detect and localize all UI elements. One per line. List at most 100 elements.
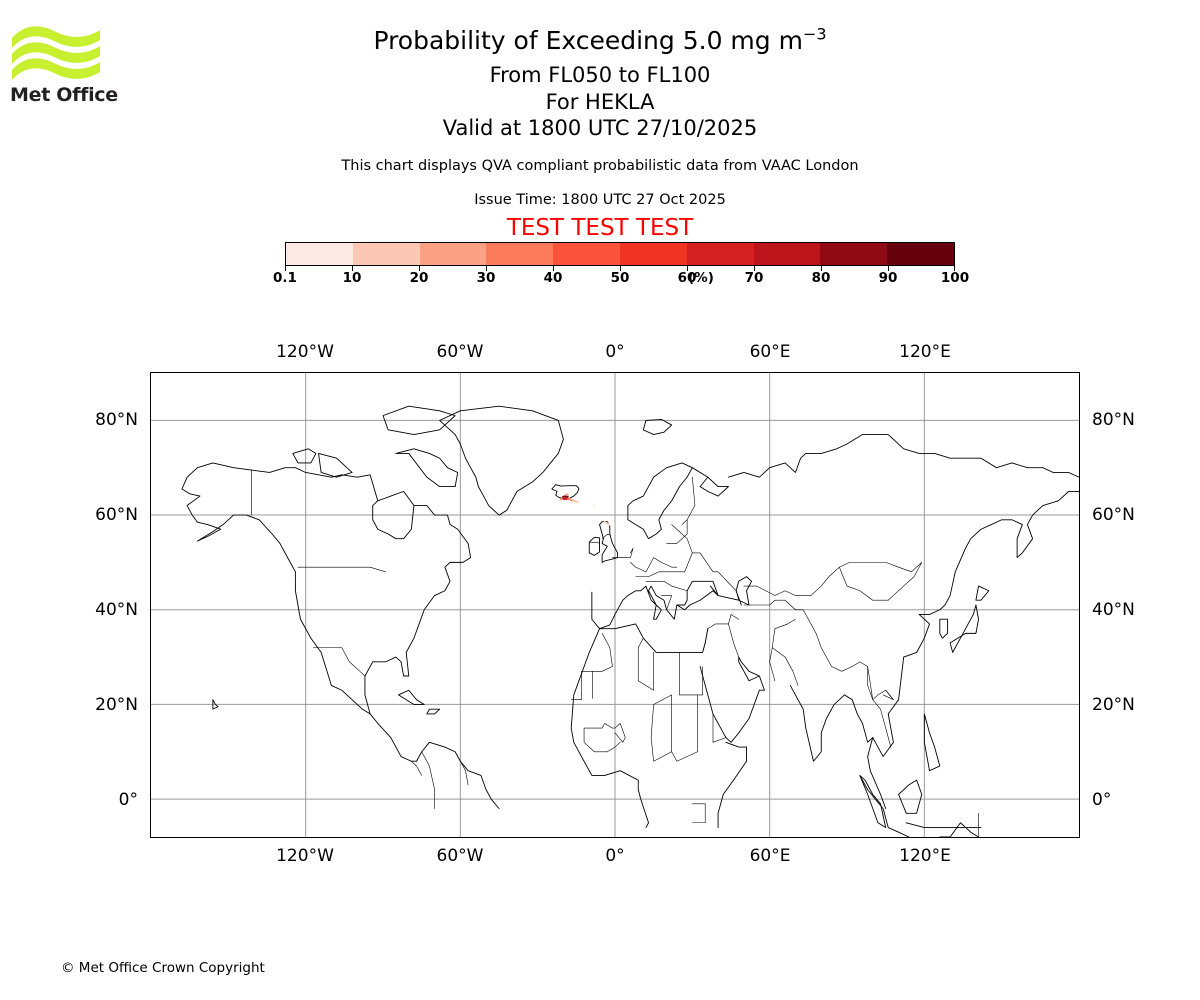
colorbar-tick	[821, 266, 822, 271]
coastline-path	[650, 694, 672, 762]
coastline-path	[839, 562, 923, 601]
plume-cell	[559, 498, 562, 501]
map-lat-label-left: 20°N	[95, 694, 138, 715]
coastline-path	[939, 618, 949, 639]
colorbar-tick-labels: 0.1 10 20 30 40 50 60 70 80 90 100	[273, 270, 969, 288]
coastline-path	[411, 760, 423, 776]
met-office-wordmark: Met Office	[10, 84, 118, 106]
map-lat-label-left: 60°N	[95, 504, 138, 525]
map-lon-label-top: 0°	[605, 342, 625, 362]
coastline-path	[728, 434, 1079, 478]
map-lat-label-left: 40°N	[95, 599, 138, 620]
plume-cell	[565, 493, 567, 496]
coastline-path	[743, 566, 840, 596]
colorbar-tick-label: 70	[744, 270, 764, 286]
page-title: Probability of Exceeding 5.0 mg m−3	[0, 26, 1200, 56]
coastline-path	[692, 803, 706, 824]
coastline-path	[867, 490, 1079, 810]
colorbar-tick	[285, 266, 286, 271]
plume-cell	[569, 498, 572, 501]
map-lat-label-right: 40°N	[1092, 599, 1135, 620]
coastline-path	[867, 666, 892, 748]
coastline-path	[691, 467, 729, 497]
map-gridlines	[151, 373, 1079, 837]
coastline-path	[679, 652, 703, 696]
colorbar-swatch	[820, 243, 888, 265]
plume-cell	[575, 500, 578, 503]
map-lat-label-left: 80°N	[95, 409, 138, 430]
coastline-path	[882, 689, 894, 700]
map-lon-label-bottom: 0°	[605, 846, 625, 866]
colorbar-tick	[888, 266, 889, 271]
coastline-path	[426, 708, 441, 715]
colorbar-ticks	[285, 266, 955, 272]
title-main-exponent: −3	[802, 24, 827, 44]
coastline-path	[395, 448, 459, 488]
map-lat-label-right: 20°N	[1092, 694, 1135, 715]
map-lat-label-right: 0°	[1092, 789, 1112, 810]
plume-cell	[609, 524, 612, 527]
plume-cell	[593, 504, 596, 507]
colorbar-tick-label: 50	[610, 270, 630, 286]
coastline-path	[712, 713, 727, 743]
map-lon-label-top: 120°W	[276, 342, 334, 362]
coastline-path	[460, 760, 469, 786]
colorbar-unit-label: (%)	[688, 270, 714, 286]
plume-cell	[577, 501, 580, 504]
coastline-path	[570, 628, 649, 828]
colorbar-tick-label: 10	[342, 270, 362, 286]
colorbar-tick	[687, 266, 688, 271]
plume-cell	[566, 495, 569, 499]
map-lon-label-top: 120°E	[899, 342, 951, 362]
coastline-path	[704, 623, 729, 644]
plume-cell	[563, 495, 566, 498]
colorbar-swatch	[419, 243, 487, 265]
map-lat-label-right: 60°N	[1092, 504, 1135, 525]
colorbar-tick	[954, 266, 955, 271]
map-plot-area[interactable]	[150, 372, 1080, 838]
coastline-path	[181, 488, 417, 762]
test-banner: TEST TEST TEST	[506, 215, 694, 241]
coastline-path	[728, 614, 740, 658]
coastline-path	[627, 462, 693, 540]
map-coastlines	[181, 405, 1079, 837]
map-lon-label-bottom: 120°E	[899, 846, 951, 866]
coastline-path	[717, 741, 747, 828]
plume-cell	[607, 523, 610, 526]
coastline-path	[313, 647, 366, 677]
coastline-path	[570, 671, 593, 700]
coastline-path	[551, 484, 580, 500]
map-lon-label-top: 60°E	[749, 342, 791, 362]
coastline-path	[591, 580, 719, 630]
coastline-path	[769, 647, 776, 682]
colorbar-tick	[352, 266, 353, 271]
coastline-path	[905, 822, 982, 828]
coastline-path	[212, 699, 219, 710]
coastline-path	[771, 618, 799, 686]
coastline-path	[681, 476, 696, 525]
coastline-path	[645, 581, 688, 592]
colorbar-swatch	[686, 243, 754, 265]
colorbar: 0.1 10 20 30 40 50 60 70 80 90 100	[273, 242, 969, 286]
map-canvas	[151, 373, 1079, 837]
map-lat-label-left: 0°	[118, 789, 138, 810]
copyright-notice: © Met Office Crown Copyright	[61, 960, 265, 976]
coastline-path	[923, 713, 941, 772]
coastline-path	[439, 405, 564, 516]
met-office-logo: Met Office	[10, 22, 122, 114]
coastline-path	[637, 637, 654, 691]
colorbar-swatch	[887, 243, 954, 265]
colorbar-tick-label: 60	[677, 270, 697, 286]
coastline-path	[588, 536, 600, 556]
plume-cell	[568, 497, 571, 501]
title-valid-time: Valid at 1800 UTC 27/10/2025	[442, 116, 758, 140]
plume-cell	[574, 500, 577, 503]
coastline-path	[635, 524, 693, 577]
coastline-path	[692, 552, 740, 601]
title-flight-levels: From FL050 to FL100	[489, 63, 711, 87]
coastline-path	[666, 519, 688, 544]
met-office-wave-icon	[12, 26, 100, 80]
plume-cell	[571, 499, 574, 502]
plume-cell	[565, 497, 567, 501]
colorbar-tick-label: 100	[940, 270, 970, 286]
